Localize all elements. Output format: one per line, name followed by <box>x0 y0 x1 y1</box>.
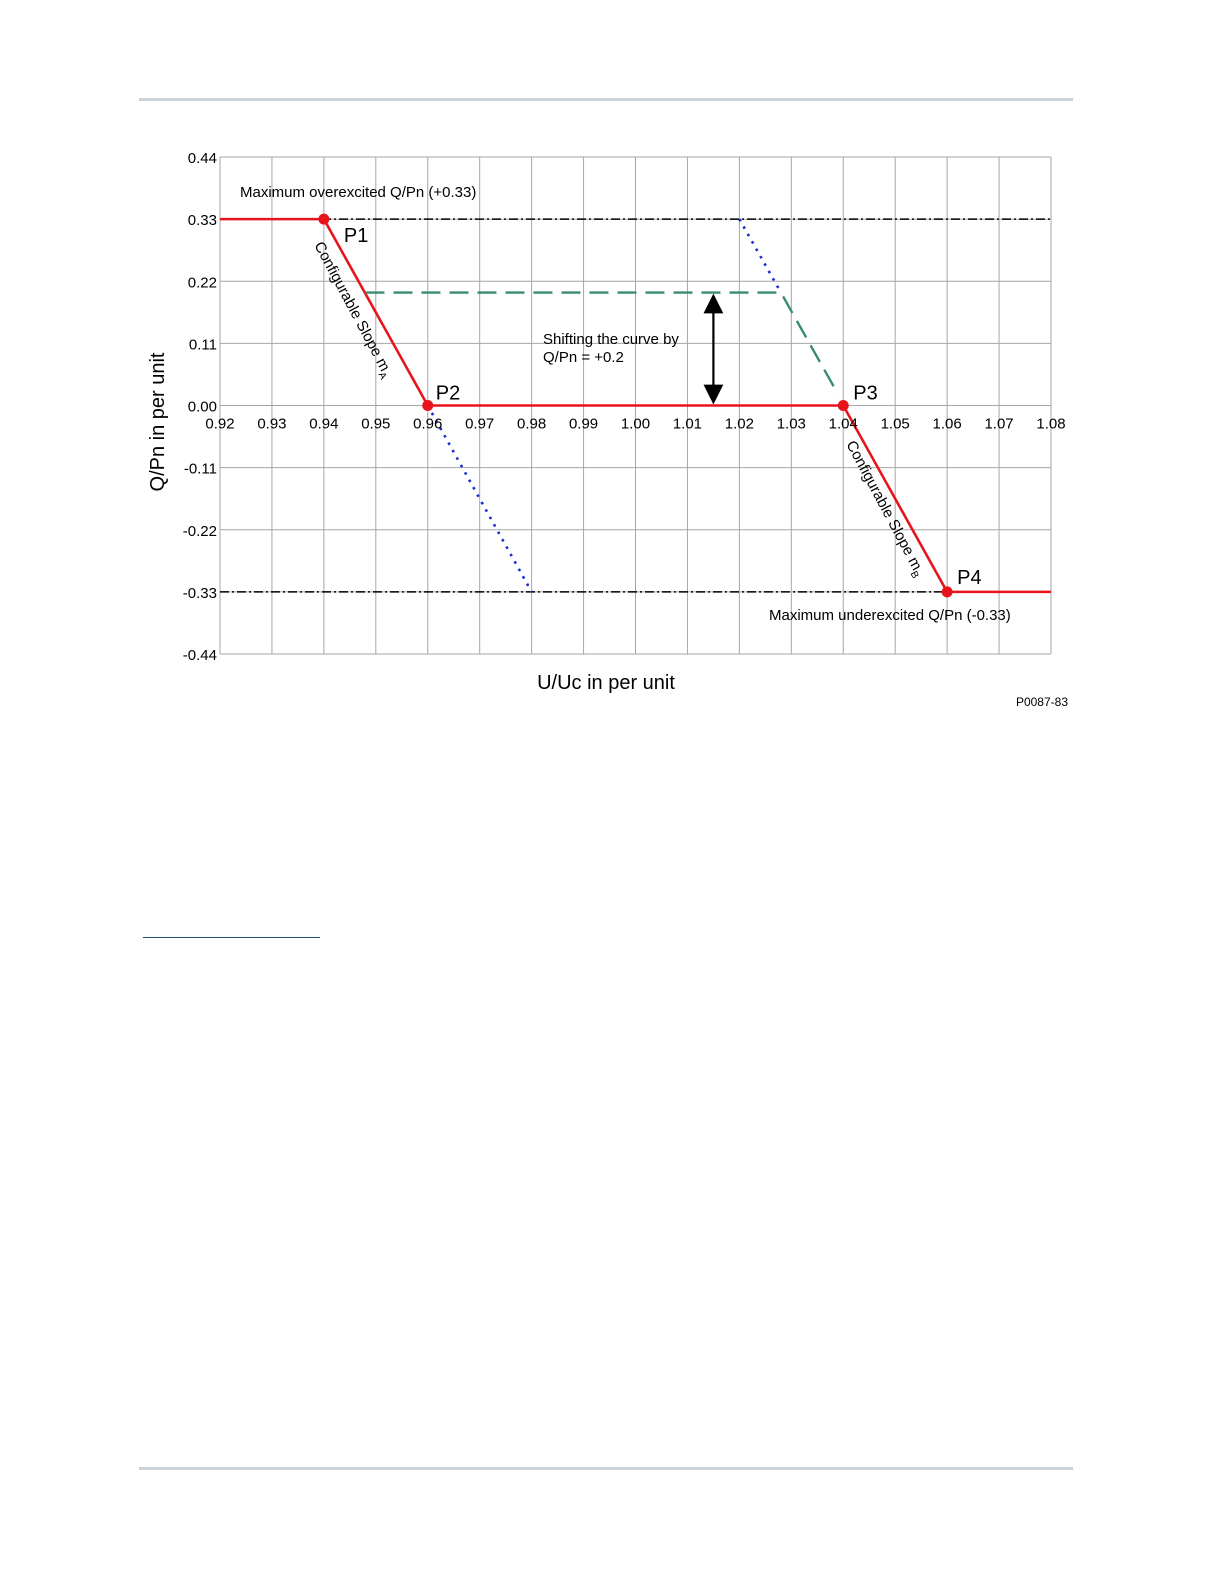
x-tick-label: 0.92 <box>205 416 234 433</box>
header-rule <box>139 98 1073 101</box>
y-tick-label: 0.22 <box>188 274 217 291</box>
slope-b-extension-line <box>738 218 783 294</box>
x-tick-labels: 0.92 0.93 0.94 0.95 0.96 0.97 0.98 0.99 1.00 1.01… <box>205 416 1065 433</box>
slope-a-label: Configurable Slope mA <box>308 239 397 382</box>
footer-rule <box>139 1467 1073 1470</box>
point-p3-label: P3 <box>853 383 877 405</box>
point-p1-label: P1 <box>344 225 368 247</box>
y-tick-label: -0.22 <box>183 523 217 540</box>
x-tick-label: 0.97 <box>465 416 494 433</box>
x-tick-label: 0.98 <box>517 416 546 433</box>
point-p2-label: P2 <box>436 383 460 405</box>
shift-label-line2: Q/Pn = +0.2 <box>543 349 624 366</box>
curve-points: P1 P2 P3 P4 <box>318 213 982 598</box>
limit-lines <box>220 218 1051 593</box>
y-tick-label: -0.44 <box>183 647 217 664</box>
x-tick-label: 1.04 <box>829 416 858 433</box>
figure-code: P0087-83 <box>1016 695 1068 709</box>
y-tick-label: 0.33 <box>188 212 217 229</box>
y-tick-label: -0.33 <box>183 585 217 602</box>
x-axis-title: U/Uc in per unit <box>537 672 675 694</box>
y-tick-labels: 0.44 0.33 0.22 0.11 0.00 -0.11 -0.22 -0.33 -0.44 <box>183 150 217 664</box>
x-tick-label: 1.07 <box>984 416 1013 433</box>
x-tick-label: 0.99 <box>569 416 598 433</box>
max-underexcited-label: Maximum underexcited Q/Pn (-0.33) <box>769 607 1011 624</box>
x-tick-label: 0.93 <box>257 416 286 433</box>
shift-label-line1: Shifting the curve by <box>543 331 679 348</box>
max-overexcited-label: Maximum overexcited Q/Pn (+0.33) <box>240 184 476 201</box>
shifted-curve-line <box>365 291 840 395</box>
point-p4-label: P4 <box>957 567 981 589</box>
x-tick-label: 0.95 <box>361 416 390 433</box>
x-tick-label: 0.94 <box>309 416 338 433</box>
point-p2-marker <box>422 400 434 411</box>
x-tick-label: 1.08 <box>1036 416 1065 433</box>
point-p4-marker <box>941 586 953 598</box>
x-tick-label: 1.00 <box>621 416 650 433</box>
y-tick-label: 0.44 <box>188 150 217 167</box>
y-tick-label: -0.11 <box>184 461 217 478</box>
series-lines <box>220 217 1051 594</box>
footnote-rule <box>143 937 320 938</box>
x-tick-label: 1.05 <box>881 416 910 433</box>
y-tick-label: 0.11 <box>189 336 217 353</box>
x-tick-label: 0.96 <box>413 416 442 433</box>
reference-curve-line <box>220 217 1051 594</box>
y-axis-title: Q/Pn in per unit <box>147 352 169 491</box>
slope-b-label: Configurable Slope mB <box>840 438 929 581</box>
point-p1-marker <box>318 213 330 225</box>
x-tick-label: 1.01 <box>673 416 702 433</box>
x-tick-label: 1.02 <box>725 416 754 433</box>
y-tick-label: 0.00 <box>188 399 217 416</box>
x-tick-label: 1.03 <box>777 416 806 433</box>
slope-a-extension-line <box>426 404 533 593</box>
point-p3-marker <box>837 400 849 411</box>
x-tick-label: 1.06 <box>933 416 962 433</box>
